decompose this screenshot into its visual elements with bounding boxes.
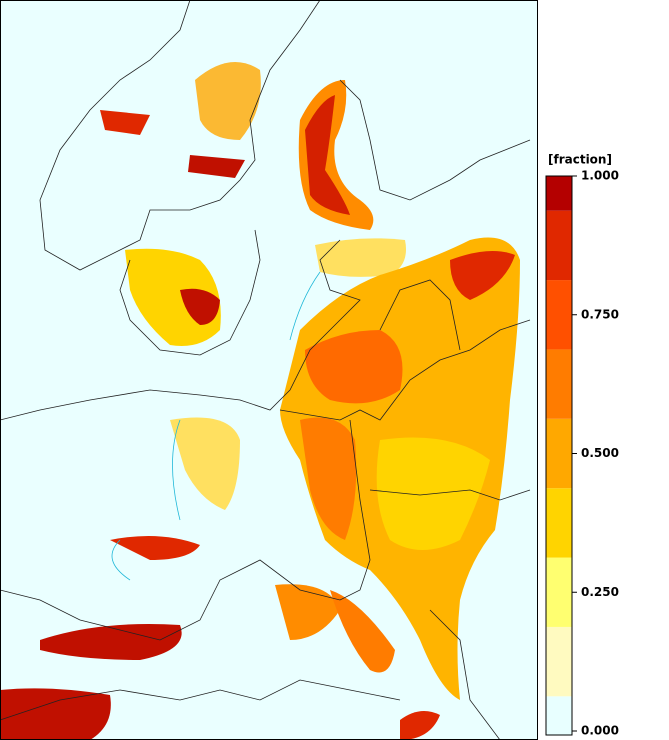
field (330, 590, 395, 673)
colorbar-band (546, 349, 572, 419)
coastline (119, 229, 261, 356)
field (305, 95, 350, 215)
coastline (0, 679, 401, 721)
field (450, 251, 515, 300)
colorbar-tick-label: 0.000 (581, 724, 619, 738)
map (0, 0, 538, 740)
colorbar-band (546, 418, 572, 489)
border (379, 279, 461, 351)
colorbar-tick-label: 0.500 (581, 446, 619, 460)
border (279, 319, 531, 421)
colorbar-band (546, 176, 572, 211)
border (0, 419, 371, 641)
colorbar-tick-label: 0.750 (581, 307, 619, 321)
field (180, 288, 220, 325)
coastline (0, 239, 361, 421)
field (195, 62, 261, 140)
colorbar-tick-label: 1.000 (581, 169, 619, 183)
field (400, 711, 440, 740)
field (0, 688, 111, 740)
colorbar-tick-label: 0.250 (581, 585, 619, 599)
field (110, 536, 200, 560)
field (305, 330, 403, 404)
colorbar-band (546, 280, 572, 350)
colorbar-band (546, 210, 572, 281)
field (315, 238, 406, 277)
field (40, 624, 182, 660)
field (100, 110, 150, 135)
colorbar-band (546, 696, 572, 735)
colorbar-band (546, 626, 572, 697)
coastline (339, 79, 531, 201)
colorbar-title: [fraction] (548, 153, 612, 167)
coastline (39, 0, 321, 271)
border (369, 489, 531, 501)
border (429, 609, 501, 740)
colorbar-frame (545, 175, 573, 736)
field (170, 417, 240, 510)
field (300, 417, 357, 540)
colorbar: [fraction] 1.000 0.750 0.500 0.250 0.000 (545, 153, 619, 738)
field (188, 155, 245, 178)
contour (111, 271, 321, 581)
field (275, 584, 340, 640)
colorbar-band (546, 557, 572, 627)
colorbar-band (546, 488, 572, 558)
